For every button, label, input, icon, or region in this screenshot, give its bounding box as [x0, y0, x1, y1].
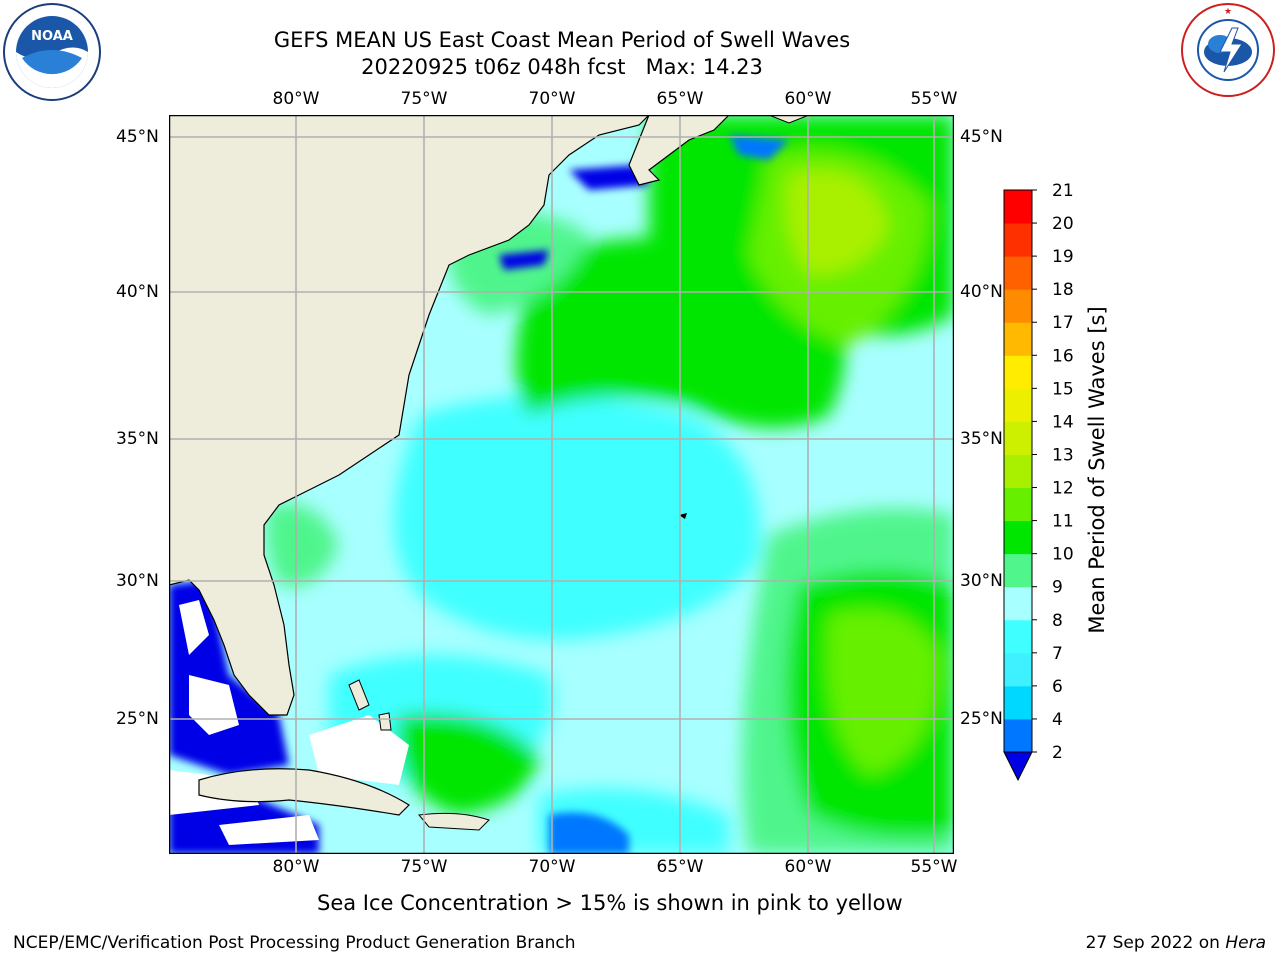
land-nova-scotia	[628, 115, 730, 186]
host-name: Hera	[1225, 933, 1266, 953]
colorbar-swatch	[1004, 355, 1032, 389]
date-text: 27 Sep 2022 on	[1085, 933, 1220, 953]
colorbar-tick-label: 11	[1052, 512, 1074, 532]
colorbar-swatch	[1004, 652, 1032, 687]
colorbar-swatch	[1004, 256, 1032, 290]
colorbar-swatch	[1004, 190, 1032, 224]
colorbar-tick-label: 2	[1052, 743, 1063, 763]
lat-label-right: 45°N	[960, 127, 1003, 147]
field-green-sw	[397, 713, 539, 815]
colorbar-swatch	[1004, 487, 1032, 522]
swell-period-map	[168, 114, 955, 855]
colorbar-frame	[1003, 189, 1033, 753]
land-cuba	[198, 768, 410, 816]
lon-label-bottom: 65°W	[656, 857, 704, 877]
field-blue-gulfofmaine	[569, 165, 649, 190]
colorbar-swatch	[1004, 718, 1032, 753]
nodata-gulf-b	[189, 675, 239, 735]
colorbar-svg: 2 4 6 7 8 9 10 11 12 13 14 15 16 17 18 19 20 21	[1003, 181, 1074, 782]
land-bahamas	[348, 679, 392, 731]
colorbar-tick-label: 17	[1052, 313, 1074, 333]
colorbar-tick-label: 19	[1052, 247, 1074, 267]
colorbar-label: Mean Period of Swell Waves [s]	[1085, 306, 1109, 634]
generation-date: 27 Sep 2022 on Hera	[1086, 933, 1266, 953]
lon-label-bottom: 80°W	[272, 857, 320, 877]
colorbar-swatch	[1004, 586, 1032, 621]
field-blue-scotian	[729, 135, 789, 160]
lat-label-left: 40°N	[116, 282, 159, 302]
colorbar-tick-label: 21	[1052, 181, 1074, 201]
svg-text:★: ★	[1224, 7, 1232, 17]
lon-label-top: 70°W	[528, 89, 576, 109]
colorbar-tick-label: 12	[1052, 479, 1074, 499]
colorbar-extend-min	[1003, 751, 1033, 782]
title-line2: 20220925 t06z 048h fcst Max: 14.23	[361, 55, 763, 79]
colorbar-swatch	[1004, 553, 1032, 588]
colorbar-swatch	[1004, 388, 1032, 422]
sea-ice-note: Sea Ice Concentration > 15% is shown in …	[317, 891, 903, 915]
colorbar-tick-label: 6	[1052, 677, 1063, 697]
lat-label-left: 45°N	[116, 127, 159, 147]
land-newfoundland	[768, 115, 810, 124]
land-bermuda	[679, 513, 687, 519]
lon-label-top: 55°W	[910, 89, 958, 109]
field-lightgreen-fl	[265, 503, 339, 587]
lon-label-top: 65°W	[656, 89, 704, 109]
colorbar: 2 4 6 7 8 9 10 11 12 13 14 15 16 17 18 19 20 21	[996, 180, 1086, 790]
lat-label-right: 30°N	[960, 571, 1003, 591]
colorbar-swatch	[1004, 685, 1032, 720]
lon-label-top: 60°W	[784, 89, 832, 109]
field-blue-caribbean	[549, 812, 629, 854]
lat-label-left: 35°N	[116, 429, 159, 449]
map-frame	[168, 114, 955, 855]
field-yellowgreen-ne	[786, 170, 889, 275]
colorbar-tick-label: 7	[1052, 644, 1063, 664]
lat-label-right: 25°N	[960, 709, 1003, 729]
graticule	[169, 115, 954, 854]
colorbar-swatch	[1004, 322, 1032, 356]
colorbar-tick-label: 10	[1052, 545, 1074, 565]
colorbar-tick-label: 18	[1052, 280, 1074, 300]
field-cyan-central	[394, 395, 761, 640]
lon-label-top: 75°W	[400, 89, 448, 109]
field-blue-li	[499, 250, 549, 270]
colorbar-swatch	[1004, 223, 1032, 257]
lon-label-bottom: 60°W	[784, 857, 832, 877]
land-hispaniola	[418, 812, 490, 831]
colorbar-swatch	[1004, 520, 1032, 555]
lat-label-left: 25°N	[116, 709, 159, 729]
lat-label-left: 30°N	[116, 571, 159, 591]
colorbar-swatch	[1004, 454, 1032, 489]
nodata-cuba-south	[219, 815, 319, 845]
field-lime-east	[827, 610, 939, 775]
svg-text:NOAA: NOAA	[31, 29, 73, 44]
title-line1: GEFS MEAN US East Coast Mean Period of S…	[273, 28, 851, 52]
colorbar-swatch	[1004, 421, 1032, 455]
lon-label-bottom: 55°W	[910, 857, 958, 877]
colorbar-tick-label: 20	[1052, 214, 1074, 234]
nodata-gulf-a	[179, 600, 209, 655]
nodata-bahamas	[309, 715, 409, 785]
colorbar-tick-label: 13	[1052, 445, 1074, 465]
colorbar-swatch	[1004, 619, 1032, 654]
lat-label-right: 40°N	[960, 282, 1003, 302]
nws-logo: ★	[1180, 2, 1276, 98]
branch-credit: NCEP/EMC/Verification Post Processing Pr…	[13, 933, 576, 953]
colorbar-tick-label: 4	[1052, 710, 1063, 730]
land-us-east	[169, 115, 650, 716]
noaa-logo: NOAA	[2, 2, 102, 102]
colorbar-swatch	[1004, 289, 1032, 323]
lon-label-top: 80°W	[272, 89, 320, 109]
colorbar-tick-label: 9	[1052, 578, 1063, 598]
lon-label-bottom: 70°W	[528, 857, 576, 877]
lon-label-bottom: 75°W	[400, 857, 448, 877]
map-panel	[168, 114, 955, 855]
colorbar-tick-label: 16	[1052, 346, 1074, 366]
colorbar-tick-label: 14	[1052, 412, 1074, 432]
colorbar-tick-label: 8	[1052, 611, 1063, 631]
lat-label-right: 35°N	[960, 429, 1003, 449]
colorbar-tick-label: 15	[1052, 379, 1074, 399]
